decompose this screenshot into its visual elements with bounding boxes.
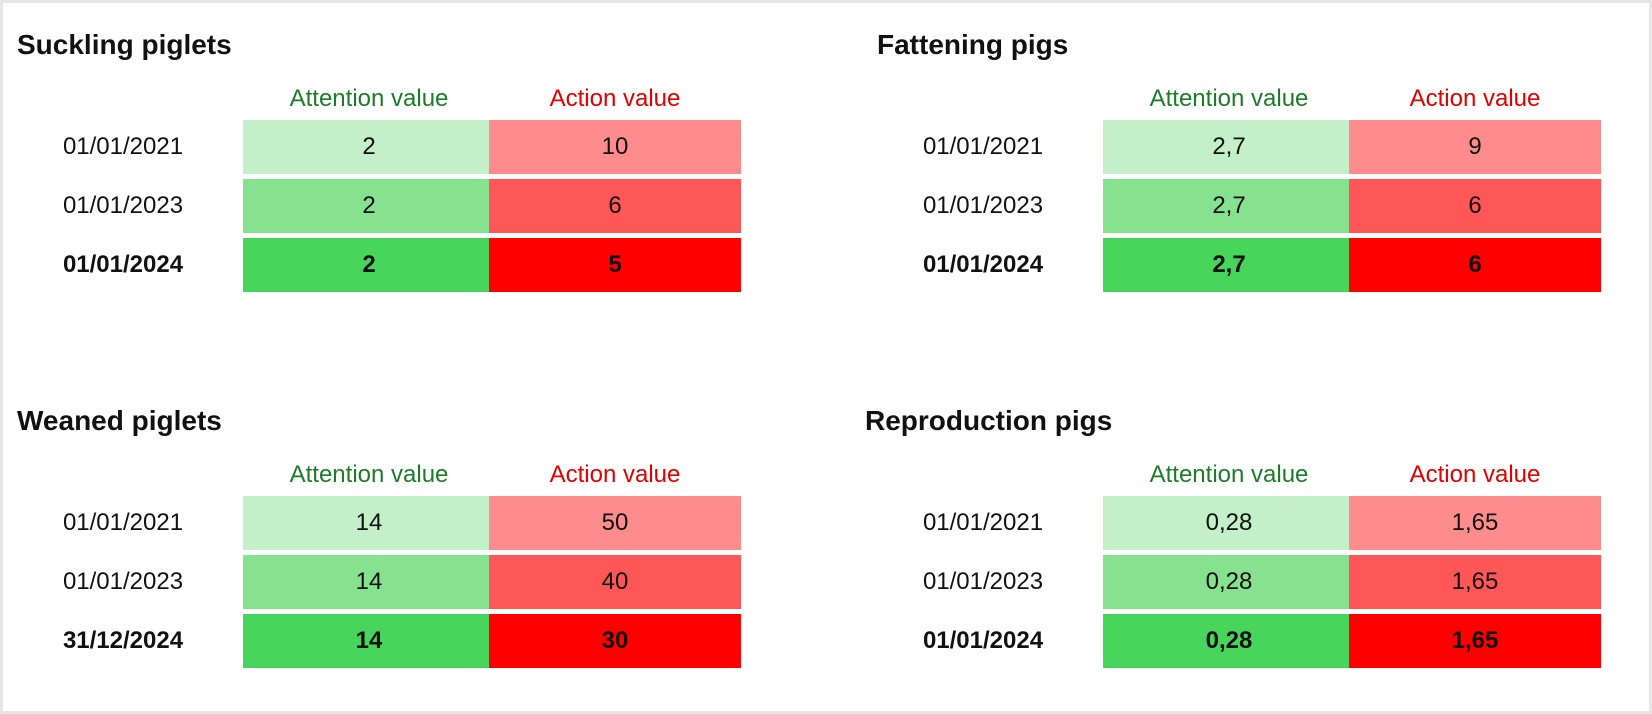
- action-cell: 6: [489, 179, 741, 233]
- column-header-attention: Attention value: [1149, 461, 1309, 488]
- attention-cell: 0,28: [1103, 496, 1355, 550]
- column-header-action: Action value: [549, 461, 681, 488]
- panel-title: Suckling piglets: [17, 29, 232, 60]
- action-cell: 1,65: [1349, 496, 1601, 550]
- row-date: 01/01/2023: [922, 192, 1044, 219]
- attention-cell: 14: [243, 614, 495, 668]
- attention-cell: 0,28: [1103, 614, 1355, 668]
- attention-cell: 2,7: [1103, 120, 1355, 174]
- attention-cell: 2: [243, 120, 495, 174]
- attention-cell: 2,7: [1103, 179, 1355, 233]
- row-date: 01/01/2023: [62, 568, 184, 595]
- row-date: 01/01/2021: [922, 133, 1044, 160]
- action-cell: 50: [489, 496, 741, 550]
- action-cell: 1,65: [1349, 555, 1601, 609]
- action-cell: 30: [489, 614, 741, 668]
- attention-cell: 14: [243, 496, 495, 550]
- row-date: 01/01/2021: [62, 509, 184, 536]
- column-header-action: Action value: [549, 85, 681, 112]
- row-date: 01/01/2023: [922, 568, 1044, 595]
- column-header-attention: Attention value: [289, 85, 449, 112]
- action-cell: 40: [489, 555, 741, 609]
- action-cell: 5: [489, 238, 741, 292]
- panel-weaned-piglets: Weaned piglets Attention value Action va…: [15, 401, 775, 701]
- attention-cell: 0,28: [1103, 555, 1355, 609]
- attention-cell: 2,7: [1103, 238, 1355, 292]
- panel-suckling-piglets: Suckling piglets Attention value Action …: [15, 25, 775, 325]
- attention-cell: 2: [243, 179, 495, 233]
- attention-cell: 2: [243, 238, 495, 292]
- panel-title: Reproduction pigs: [865, 405, 1113, 436]
- attention-cell: 14: [243, 555, 495, 609]
- panel-fattening-pigs: Fattening pigs Attention value Action va…: [875, 25, 1635, 325]
- row-date: 01/01/2024: [62, 251, 184, 278]
- row-date: 01/01/2024: [922, 251, 1044, 278]
- column-header-action: Action value: [1409, 461, 1541, 488]
- panel-title: Fattening pigs: [877, 29, 1069, 60]
- row-date: 01/01/2024: [922, 627, 1044, 654]
- row-date: 01/01/2021: [922, 509, 1044, 536]
- action-cell: 6: [1349, 238, 1601, 292]
- action-cell: 10: [489, 120, 741, 174]
- row-date: 01/01/2023: [62, 192, 184, 219]
- column-header-attention: Attention value: [289, 461, 449, 488]
- panel-title: Weaned piglets: [17, 405, 222, 436]
- column-header-action: Action value: [1409, 85, 1541, 112]
- row-date: 31/12/2024: [62, 627, 184, 654]
- action-cell: 1,65: [1349, 614, 1601, 668]
- action-cell: 6: [1349, 179, 1601, 233]
- panel-reproduction-pigs: Reproduction pigs Attention value Action…: [863, 401, 1623, 701]
- action-cell: 9: [1349, 120, 1601, 174]
- row-date: 01/01/2021: [62, 133, 184, 160]
- column-header-attention: Attention value: [1149, 85, 1309, 112]
- tables-canvas: Suckling piglets Attention value Action …: [3, 3, 1649, 711]
